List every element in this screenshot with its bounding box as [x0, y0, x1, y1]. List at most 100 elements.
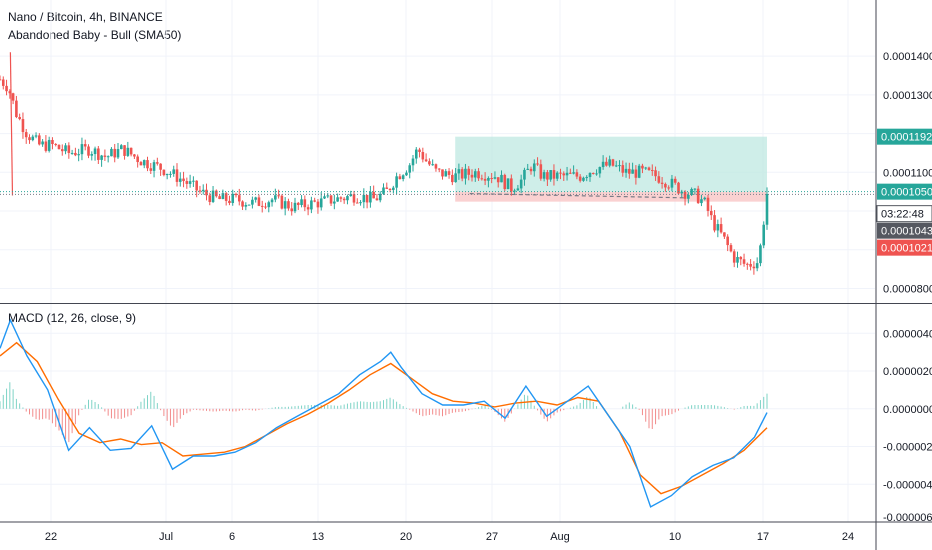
trend-line	[469, 192, 686, 199]
candle-body	[195, 180, 198, 191]
candle-body	[700, 199, 703, 204]
candle-body	[693, 188, 697, 190]
macd-axis-label: -0.0000060	[883, 512, 932, 524]
candle-body	[608, 159, 611, 166]
candle-body	[28, 137, 31, 141]
candle-body	[542, 172, 546, 179]
macd-title[interactable]: MACD (12, 26, close, 9)	[8, 311, 137, 325]
candle-body	[110, 148, 113, 157]
candle-body	[313, 200, 316, 202]
candle-body	[280, 195, 284, 209]
candle-body	[519, 179, 523, 189]
candle-body	[97, 148, 100, 160]
candle-body	[529, 168, 533, 172]
candle-body	[1, 79, 5, 86]
candle-body	[690, 188, 693, 195]
candle-body	[752, 266, 756, 269]
candle-body	[323, 196, 326, 199]
candle-body	[506, 178, 510, 190]
candle-body	[631, 169, 634, 174]
macd-axis-label: 0.0000020	[883, 366, 932, 378]
candle-body	[549, 170, 552, 180]
candle-body	[673, 178, 677, 183]
candle-body	[490, 178, 493, 180]
candle-body	[113, 148, 117, 158]
candle-body	[605, 161, 608, 166]
candle-body	[611, 159, 615, 166]
candle-body	[182, 178, 185, 182]
candle-body	[208, 195, 212, 202]
candle-body	[83, 144, 87, 147]
candle-body	[634, 169, 638, 178]
candle-body	[601, 161, 605, 168]
candle-body	[342, 198, 346, 201]
time-axis-label: Aug	[550, 531, 570, 543]
candle-body	[38, 135, 41, 145]
candle-body	[637, 165, 641, 178]
candle-body	[162, 169, 166, 176]
candle-body	[428, 161, 431, 165]
candle-body	[274, 195, 277, 200]
candle-body	[477, 171, 480, 179]
candle-body	[546, 172, 549, 180]
candle-body	[365, 194, 369, 203]
candle-body	[765, 193, 769, 225]
candle-body	[385, 187, 389, 189]
candle-body	[732, 251, 736, 263]
price-tag-label: 03:22:48	[881, 209, 924, 221]
candle-body	[559, 172, 562, 174]
candle-body	[736, 256, 739, 263]
candle-body	[100, 155, 103, 160]
candle-body	[408, 165, 412, 173]
candle-body	[175, 169, 179, 182]
candle-body	[647, 167, 651, 171]
candle-body	[326, 195, 330, 197]
time-axis-label: 17	[757, 531, 769, 543]
candle-body	[306, 207, 310, 210]
candle-body	[418, 149, 421, 152]
candle-body	[614, 165, 618, 167]
candle-body	[303, 199, 307, 208]
candle-body	[64, 145, 67, 152]
candle-body	[493, 177, 497, 179]
candle-body	[569, 172, 572, 174]
candle-body	[575, 172, 579, 177]
candle-body	[15, 100, 18, 118]
candle-body	[244, 205, 248, 207]
candle-body	[759, 245, 762, 264]
candle-body	[398, 176, 402, 180]
candle-body	[116, 149, 120, 158]
candle-body	[54, 144, 58, 146]
candle-body	[336, 197, 339, 202]
candle-body	[329, 195, 333, 204]
candle-body	[739, 256, 743, 260]
candle-body	[103, 155, 107, 157]
candle-body	[362, 194, 366, 203]
symbol-title[interactable]: Nano / Bitcoin, 4h, BINANCE	[8, 10, 163, 24]
price-axis-label: 0.0001300	[883, 90, 932, 102]
candle-body	[5, 85, 8, 92]
candle-body	[44, 141, 48, 151]
candle-body	[346, 196, 349, 201]
time-axis-label: 10	[669, 531, 681, 543]
candle-body	[565, 172, 569, 176]
time-axis-label: 20	[400, 531, 412, 543]
candle-body	[378, 193, 382, 201]
candle-body	[247, 204, 251, 206]
candle-body	[21, 119, 25, 133]
candle-body	[254, 197, 257, 200]
candle-body	[221, 193, 225, 200]
candle-body	[591, 172, 595, 174]
candle-body	[595, 173, 598, 175]
candle-body	[169, 173, 172, 175]
price-axis-label: 0.0000800	[883, 283, 932, 295]
candle-body	[742, 259, 746, 264]
candle-body	[562, 173, 566, 176]
candle-body	[460, 169, 464, 179]
candle-body	[77, 154, 80, 156]
candle-body	[80, 144, 84, 155]
candle-body	[241, 201, 244, 207]
candle-body	[641, 165, 644, 169]
candle-body	[149, 168, 153, 171]
